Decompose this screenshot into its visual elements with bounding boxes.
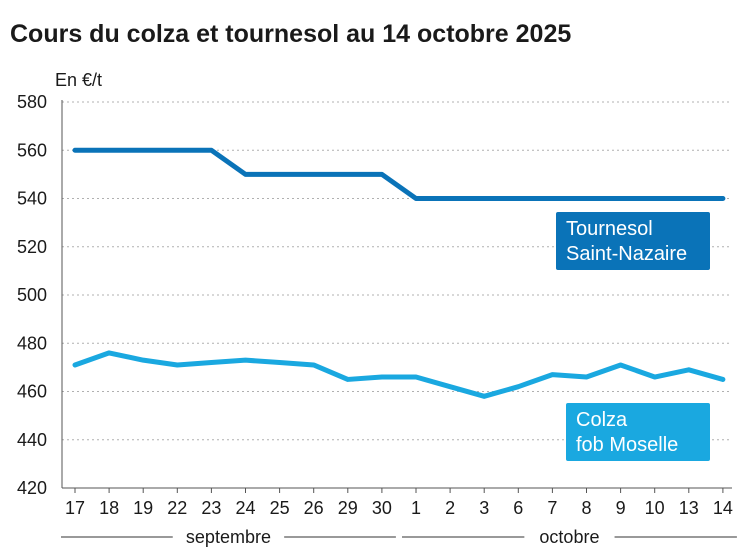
y-tick-label: 440	[17, 430, 47, 450]
month-label: septembre	[186, 527, 271, 547]
y-tick-label: 560	[17, 140, 47, 160]
y-tick-label: 460	[17, 382, 47, 402]
series	[72, 147, 726, 399]
x-tick-label: 6	[513, 498, 523, 518]
y-axis-ticks: 420 440 460 480 500 520 540 560 580	[17, 92, 47, 498]
y-tick-label: 480	[17, 333, 47, 353]
x-tick-label: 26	[304, 498, 324, 518]
x-tick-label: 8	[581, 498, 591, 518]
x-tick-label: 13	[679, 498, 699, 518]
series-label-text: Colza	[576, 409, 628, 431]
x-tick-label: 19	[133, 498, 153, 518]
series-label-text: Saint-Nazaire	[566, 243, 687, 265]
y-tick-label: 540	[17, 189, 47, 209]
y-tick-label: 420	[17, 478, 47, 498]
x-tick-label: 17	[65, 498, 85, 518]
month-labels: septembre octobre	[61, 527, 737, 547]
x-tick-label: 1	[411, 498, 421, 518]
series-line-1	[72, 350, 726, 399]
series-label-text: Tournesol	[566, 218, 653, 240]
x-tick-label: 10	[645, 498, 665, 518]
x-tick-label: 2	[445, 498, 455, 518]
x-tick-label: 22	[167, 498, 187, 518]
x-tick-label: 30	[372, 498, 392, 518]
series-label-box	[566, 403, 710, 461]
x-tick-label: 7	[547, 498, 557, 518]
series-label-box	[556, 212, 710, 270]
x-tick-label: 29	[338, 498, 358, 518]
x-tick-label: 24	[235, 498, 255, 518]
y-tick-label: 500	[17, 285, 47, 305]
y-tick-label: 520	[17, 237, 47, 257]
series-line-0	[72, 147, 726, 201]
month-label: octobre	[539, 527, 599, 547]
series-label-text: fob Moselle	[576, 434, 678, 456]
x-tick-label: 18	[99, 498, 119, 518]
y-tick-label: 580	[17, 92, 47, 112]
x-axis-ticks: 17 18 19 22 23 24 25 26 29 30 1 2 3 6 7 8 9 10 13 14	[65, 488, 733, 518]
x-tick-label: 23	[201, 498, 221, 518]
chart-title: Cours du colza et tournesol au 14 octobr…	[10, 20, 571, 48]
x-tick-label: 14	[713, 498, 733, 518]
series-labels: Tournesol Saint-Nazaire Colza fob Moselle	[556, 212, 710, 461]
x-tick-label: 9	[616, 498, 626, 518]
x-tick-label: 25	[270, 498, 290, 518]
x-tick-label: 3	[479, 498, 489, 518]
y-axis-unit: En €/t	[55, 70, 102, 90]
